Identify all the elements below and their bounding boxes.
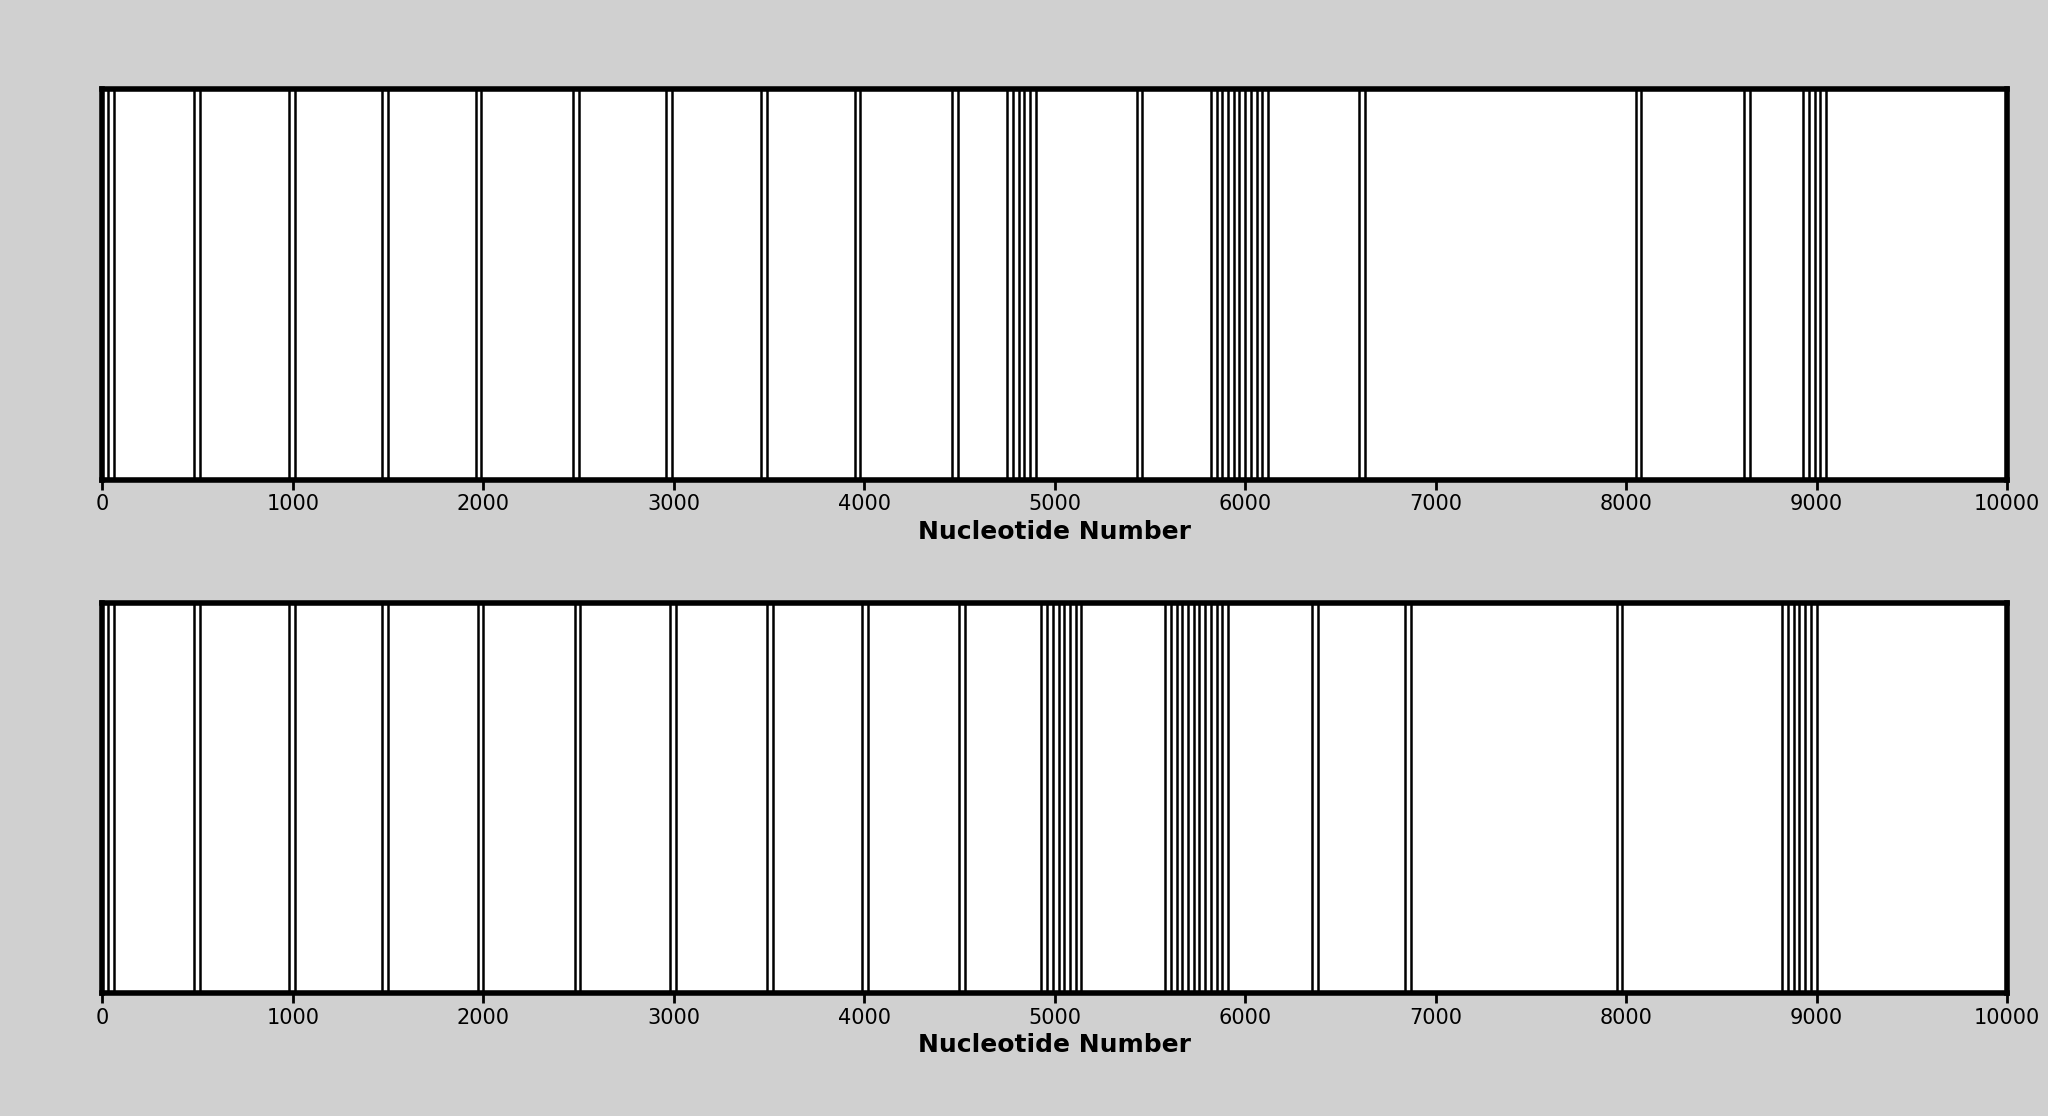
X-axis label: Nucleotide Number: Nucleotide Number bbox=[918, 1033, 1192, 1057]
X-axis label: Nucleotide Number: Nucleotide Number bbox=[918, 520, 1192, 543]
